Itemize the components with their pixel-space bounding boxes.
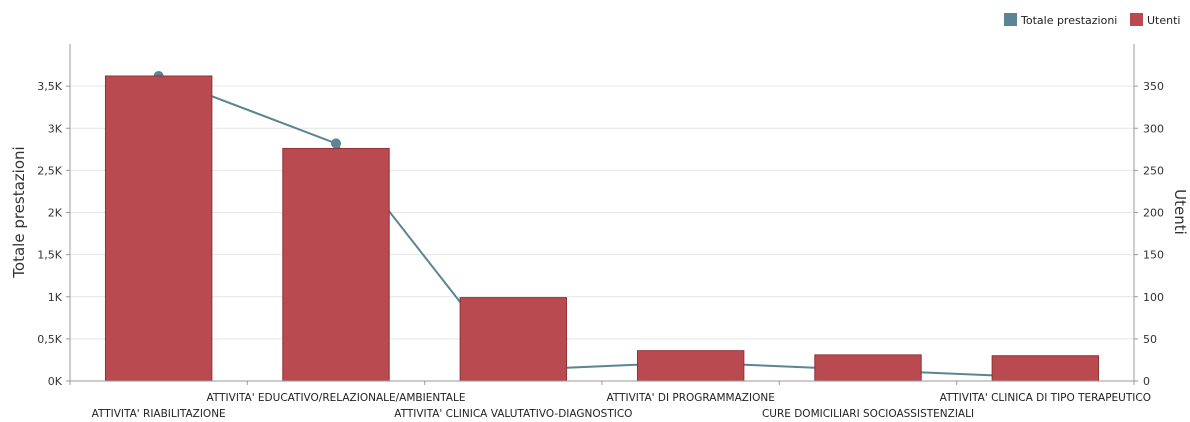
- y-tick-label-2: 1K: [48, 291, 63, 304]
- y2-tick-label-0: 0: [1143, 375, 1150, 388]
- left-axis-ticks: 0K 0,5K 1K 1,5K 2K 2,5K 3K 3,5K: [37, 80, 70, 388]
- y2-axis-title: Utenti: [1171, 189, 1189, 235]
- axes: [69, 44, 1135, 385]
- x-category-label-5: ATTIVITA' CLINICA DI TIPO TERAPEUTICO: [940, 392, 1151, 404]
- bar-2: [459, 297, 568, 382]
- y2-tick-label-7: 350: [1143, 80, 1164, 93]
- bar-3: [636, 350, 745, 382]
- y-tick-label-3: 1,5K: [37, 249, 62, 262]
- right-axis-ticks: 0 50 100 150 200 250 300 350: [1134, 80, 1164, 388]
- y2-tick-label-3: 150: [1143, 249, 1164, 262]
- y2-tick-label-6: 300: [1143, 122, 1164, 135]
- x-category-label-2: ATTIVITA' CLINICA VALUTATIVO-DIAGNOSTICO: [394, 408, 632, 420]
- y2-tick-label-2: 100: [1143, 291, 1164, 304]
- category-labels: ATTIVITA' RIABILITAZIONE ATTIVITA' EDUCAT…: [92, 392, 1151, 420]
- x-category-label-4: CURE DOMICILIARI SOCIOASSISTENZIALI: [762, 408, 974, 420]
- y2-tick-label-5: 250: [1143, 164, 1164, 177]
- bar-4: [814, 354, 922, 382]
- bar-1: [282, 147, 390, 382]
- gridlines: [70, 85, 1134, 340]
- y2-tick-label-4: 200: [1143, 207, 1164, 220]
- legend-swatch-totale-prestazioni: [1004, 13, 1017, 26]
- legend-label-utenti: Utenti: [1147, 14, 1180, 27]
- bar-5: [991, 355, 1100, 382]
- x-category-label-0: ATTIVITA' RIABILITAZIONE: [92, 408, 226, 420]
- y2-tick-label-1: 50: [1143, 333, 1157, 346]
- bar-0: [104, 75, 213, 382]
- x-category-label-1: ATTIVITA' EDUCATIVO/RELAZIONALE/AMBIENTA…: [207, 392, 466, 404]
- y-tick-label-6: 3K: [48, 122, 63, 135]
- legend: Totale prestazioni Utenti: [1004, 13, 1180, 27]
- y-tick-label-5: 2,5K: [37, 164, 62, 177]
- legend-label-totale-prestazioni: Totale prestazioni: [1020, 14, 1117, 27]
- bars: [104, 75, 1100, 382]
- y-axis-title: Totale prestazioni: [10, 146, 28, 278]
- x-category-label-3: ATTIVITA' DI PROGRAMMAZIONE: [606, 392, 774, 404]
- y-tick-label-1: 0,5K: [37, 333, 62, 346]
- y-tick-label-7: 3,5K: [37, 80, 62, 93]
- y-tick-label-4: 2K: [48, 207, 63, 220]
- legend-swatch-utenti: [1130, 13, 1143, 26]
- y-tick-label-0: 0K: [48, 375, 63, 388]
- line-point-1: [331, 138, 341, 149]
